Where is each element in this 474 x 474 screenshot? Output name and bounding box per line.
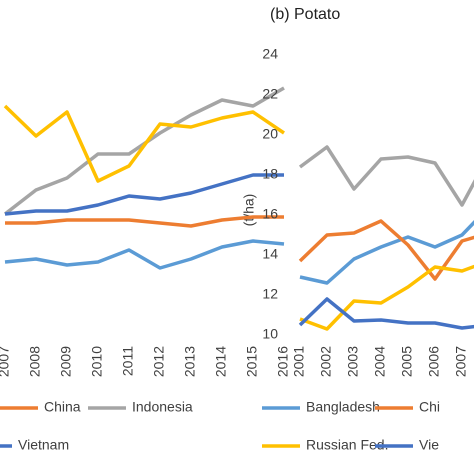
data-line <box>298 297 474 330</box>
x-tick-label: 2011 <box>120 346 136 376</box>
x-tick-label: 2002 <box>318 346 334 377</box>
data-line <box>4 173 284 216</box>
x-tick-label: 2010 <box>89 346 105 377</box>
y-tick-label: 14 <box>262 246 278 262</box>
data-line <box>4 239 285 270</box>
x-tick-label: 2012 <box>151 346 167 377</box>
x-tick-label: 2013 <box>182 346 198 377</box>
legend-label: Bangladesh <box>306 399 380 415</box>
x-tick-label: 2004 <box>372 346 388 377</box>
data-line <box>299 220 474 285</box>
x-tick-label: 2006 <box>426 346 442 377</box>
x-tick-label: 2003 <box>345 346 361 377</box>
y-tick-label: 20 <box>262 126 278 142</box>
legend-label: Vietnam <box>18 437 69 453</box>
y-axis-label: (t/ha) <box>241 194 257 227</box>
x-tick-label: 2009 <box>58 346 74 377</box>
y-tick-label: 18 <box>262 166 278 182</box>
data-line <box>298 219 474 281</box>
legend-label: Chi <box>419 399 440 415</box>
data-line <box>299 264 474 331</box>
x-tick-label: 2001 <box>291 346 307 377</box>
y-tick-label: 22 <box>262 86 278 102</box>
chart-title: (b) Potato <box>270 6 340 23</box>
legend-label: China <box>44 399 81 415</box>
legend-label: Vie <box>419 437 439 453</box>
y-tick-label: 10 <box>262 326 278 342</box>
data-line <box>5 215 284 228</box>
y-tick-label: 12 <box>262 286 278 302</box>
y-tick-label: 24 <box>262 46 278 62</box>
legend-label: Indonesia <box>132 399 193 415</box>
x-tick-label: 2007 <box>453 346 469 377</box>
x-tick-label: 2015 <box>244 346 260 377</box>
x-tick-label: 2007 <box>0 346 12 377</box>
y-tick-label: 16 <box>262 206 278 222</box>
x-tick-label: 2014 <box>213 346 229 377</box>
legend-label: Russian Fed. <box>306 437 388 453</box>
data-line <box>3 104 285 183</box>
x-tick-label: 2016 <box>275 346 291 377</box>
x-tick-label: 2008 <box>27 346 43 377</box>
data-line <box>298 145 474 207</box>
x-tick-label: 2005 <box>399 346 415 377</box>
